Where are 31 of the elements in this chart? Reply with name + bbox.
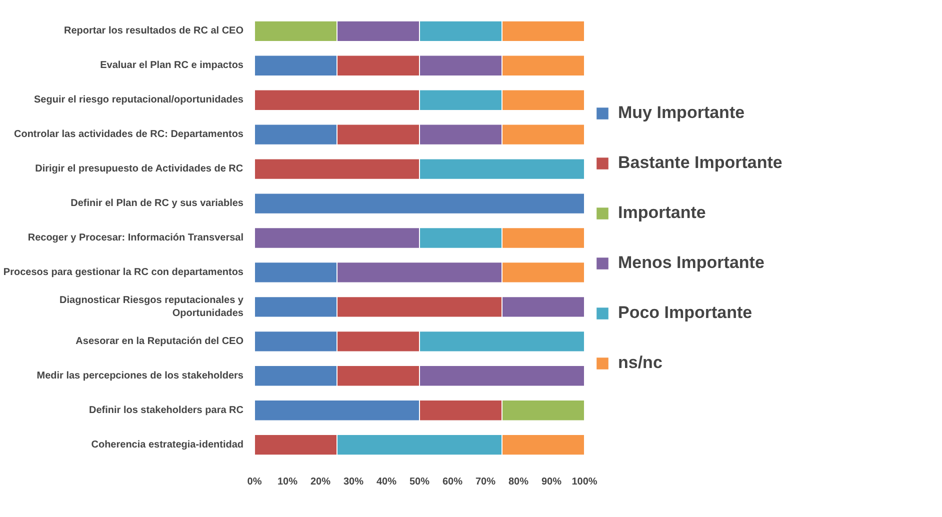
- x-tick-label: 40%: [376, 476, 397, 488]
- y-tick-label: Evaluar el Plan RC e impactos: [100, 60, 244, 72]
- x-tick-label: 100%: [572, 476, 598, 488]
- legend-label: Poco Importante: [618, 302, 752, 322]
- x-tick-label: 10%: [277, 476, 298, 488]
- x-tick-label: 50%: [409, 476, 430, 488]
- y-tick-label: Procesos para gestionar la RC con departamentos: [3, 266, 244, 278]
- y-tick-label: Definir el Plan de RC y sus variables: [70, 198, 244, 210]
- y-tick-label: Controlar las actividades de RC: Departamentos: [14, 129, 244, 140]
- y-tick-label: Asesorar en la Reputación del CEO: [76, 336, 244, 347]
- x-tick-label: 70%: [475, 476, 496, 488]
- x-tick-label: 80%: [508, 476, 529, 488]
- y-tick-label: Medir las percepciones de los stakeholders: [36, 370, 244, 382]
- y-tick-label: Coherencia estrategia-identidad: [91, 439, 244, 450]
- y-tick-label: Diagnosticar Riesgos reputacionales y Oportunidades: [60, 294, 244, 320]
- legend-label: ns/nc: [618, 352, 662, 372]
- y-tick-label: Dirigir el presupuesto de Actividades de RC: [35, 164, 244, 175]
- legend-label: Muy Importante: [618, 102, 745, 122]
- bar: [254, 192, 584, 214]
- y-tick-label: Recoger y Procesar: Información Transversal: [28, 232, 244, 244]
- legend-label: Importante: [618, 202, 706, 222]
- y-tick-label: Definir los stakeholders para RC: [89, 404, 244, 416]
- x-tick-label: 20%: [310, 476, 331, 488]
- x-tick-label: 0%: [247, 476, 262, 488]
- legend-label: Menos Importante: [618, 252, 764, 272]
- x-tick-label: 60%: [442, 476, 463, 488]
- y-tick-label: Reportar los resultados de RC al CEO: [64, 26, 244, 37]
- legend-label: Bastante Importante: [618, 152, 782, 172]
- y-tick-label: Seguir el riesgo reputacional/oportunidades: [34, 94, 244, 106]
- x-tick-label: 90%: [541, 476, 562, 488]
- x-tick-label: 30%: [343, 476, 364, 488]
